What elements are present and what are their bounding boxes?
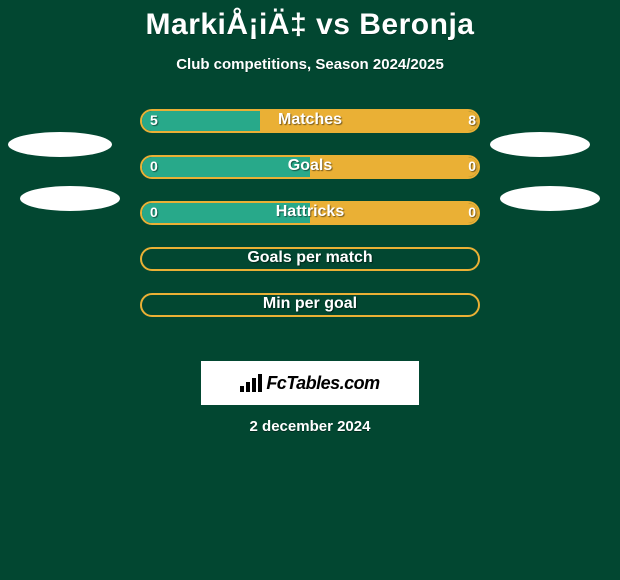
bar-chart-icon — [240, 374, 262, 392]
bar-track — [140, 155, 480, 179]
player-photo-placeholder — [8, 132, 112, 157]
brand: FcTables.com — [240, 373, 379, 394]
bar-track — [140, 109, 480, 133]
player-photo-placeholder — [20, 186, 120, 211]
bar-fill-left — [142, 157, 310, 177]
bar-fill-left — [142, 203, 310, 223]
root: MarkiÅ¡iÄ‡ vs Beronja Club competitions,… — [0, 8, 620, 339]
bar-fill-left — [142, 111, 260, 131]
brand-text: FcTables.com — [266, 373, 379, 394]
bar-track — [140, 201, 480, 225]
bar-fill-right — [260, 111, 478, 131]
player-photo-placeholder — [490, 132, 590, 157]
date-text: 2 december 2024 — [0, 418, 620, 435]
bar-track — [140, 293, 480, 317]
bar-fill-right — [310, 203, 478, 223]
page-subtitle: Club competitions, Season 2024/2025 — [0, 56, 620, 73]
player-photo-placeholder — [500, 186, 600, 211]
page-title: MarkiÅ¡iÄ‡ vs Beronja — [0, 8, 620, 42]
brand-box: FcTables.com — [201, 361, 419, 405]
bar-track — [140, 247, 480, 271]
bar-row: Min per goal — [0, 293, 620, 339]
bar-row: Goals per match — [0, 247, 620, 293]
bar-fill-right — [310, 157, 478, 177]
